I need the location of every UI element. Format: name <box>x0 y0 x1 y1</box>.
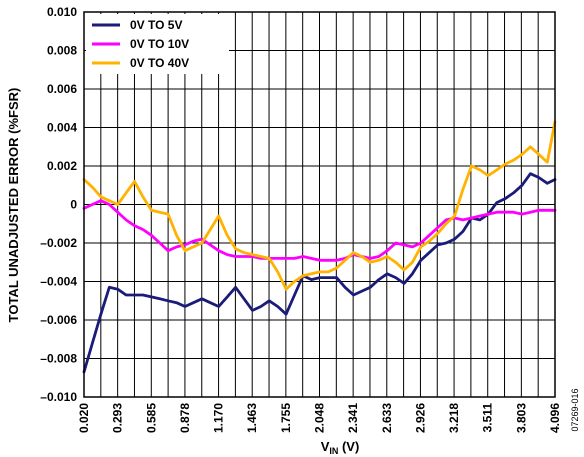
x-tick-label: 0.293 <box>111 403 125 433</box>
series-line-3 <box>82 120 557 291</box>
x-axis-title-sub: IN <box>329 446 338 456</box>
y-tick-label: –0.010 <box>40 390 77 404</box>
x-tick-label: 0.878 <box>178 403 192 433</box>
plot-frame <box>83 11 556 398</box>
x-tick-label: 2.926 <box>413 403 427 433</box>
x-tick-label: 1.170 <box>212 403 226 433</box>
series-line-2 <box>82 199 557 262</box>
y-tick-label: –0.008 <box>40 352 77 366</box>
x-tick-label: 2.048 <box>313 403 327 433</box>
x-tick-label: 3.511 <box>481 403 495 433</box>
y-tick-labels: 0.010 0.008 0.006 0.004 0.002 0 –0.002 –0.004 –0… <box>40 5 77 404</box>
grid <box>84 12 555 397</box>
x-tick-label: 1.463 <box>245 403 259 433</box>
x-tick-label: 0.020 <box>77 403 91 433</box>
y-tick-label: 0.002 <box>47 159 77 173</box>
x-tick-label: 4.096 <box>548 403 562 433</box>
legend: 0V TO 5V 0V TO 10V 0V TO 40V <box>86 14 229 74</box>
figure-code: 07269-016 <box>570 388 580 431</box>
x-tick-label: 2.341 <box>346 403 360 433</box>
y-tick-label: 0 <box>70 198 77 212</box>
y-tick-label: 0.010 <box>47 5 77 19</box>
x-axis-title-unit: (V) <box>338 439 359 454</box>
x-tick-label: 1.755 <box>279 403 293 433</box>
legend-label-1: 0V TO 5V <box>130 18 182 32</box>
x-tick-label: 0.585 <box>144 403 158 433</box>
y-axis-title: TOTAL UNADJUSTED ERROR (%FSR) <box>6 88 21 323</box>
y-tick-label: –0.004 <box>40 275 77 289</box>
y-tick-label: –0.002 <box>40 236 77 250</box>
x-tick-label: 3.803 <box>514 403 528 433</box>
legend-label-2: 0V TO 10V <box>130 37 189 51</box>
series-line-1 <box>82 172 557 374</box>
legend-label-3: 0V TO 40V <box>130 56 189 70</box>
x-tick-label: 2.633 <box>380 403 394 433</box>
y-tick-label: –0.006 <box>40 313 77 327</box>
y-tick-label: 0.004 <box>47 121 77 135</box>
y-tick-label: 0.006 <box>47 82 77 96</box>
x-axis-title-v: V <box>321 439 330 454</box>
x-tick-labels: 0.020 0.293 0.585 0.878 1.170 1.463 1.755 2.048… <box>77 403 562 433</box>
x-axis-title: VIN (V) <box>321 439 360 456</box>
x-tick-label: 3.218 <box>447 403 461 433</box>
series-layer <box>82 120 557 374</box>
y-tick-label: 0.008 <box>47 44 77 58</box>
